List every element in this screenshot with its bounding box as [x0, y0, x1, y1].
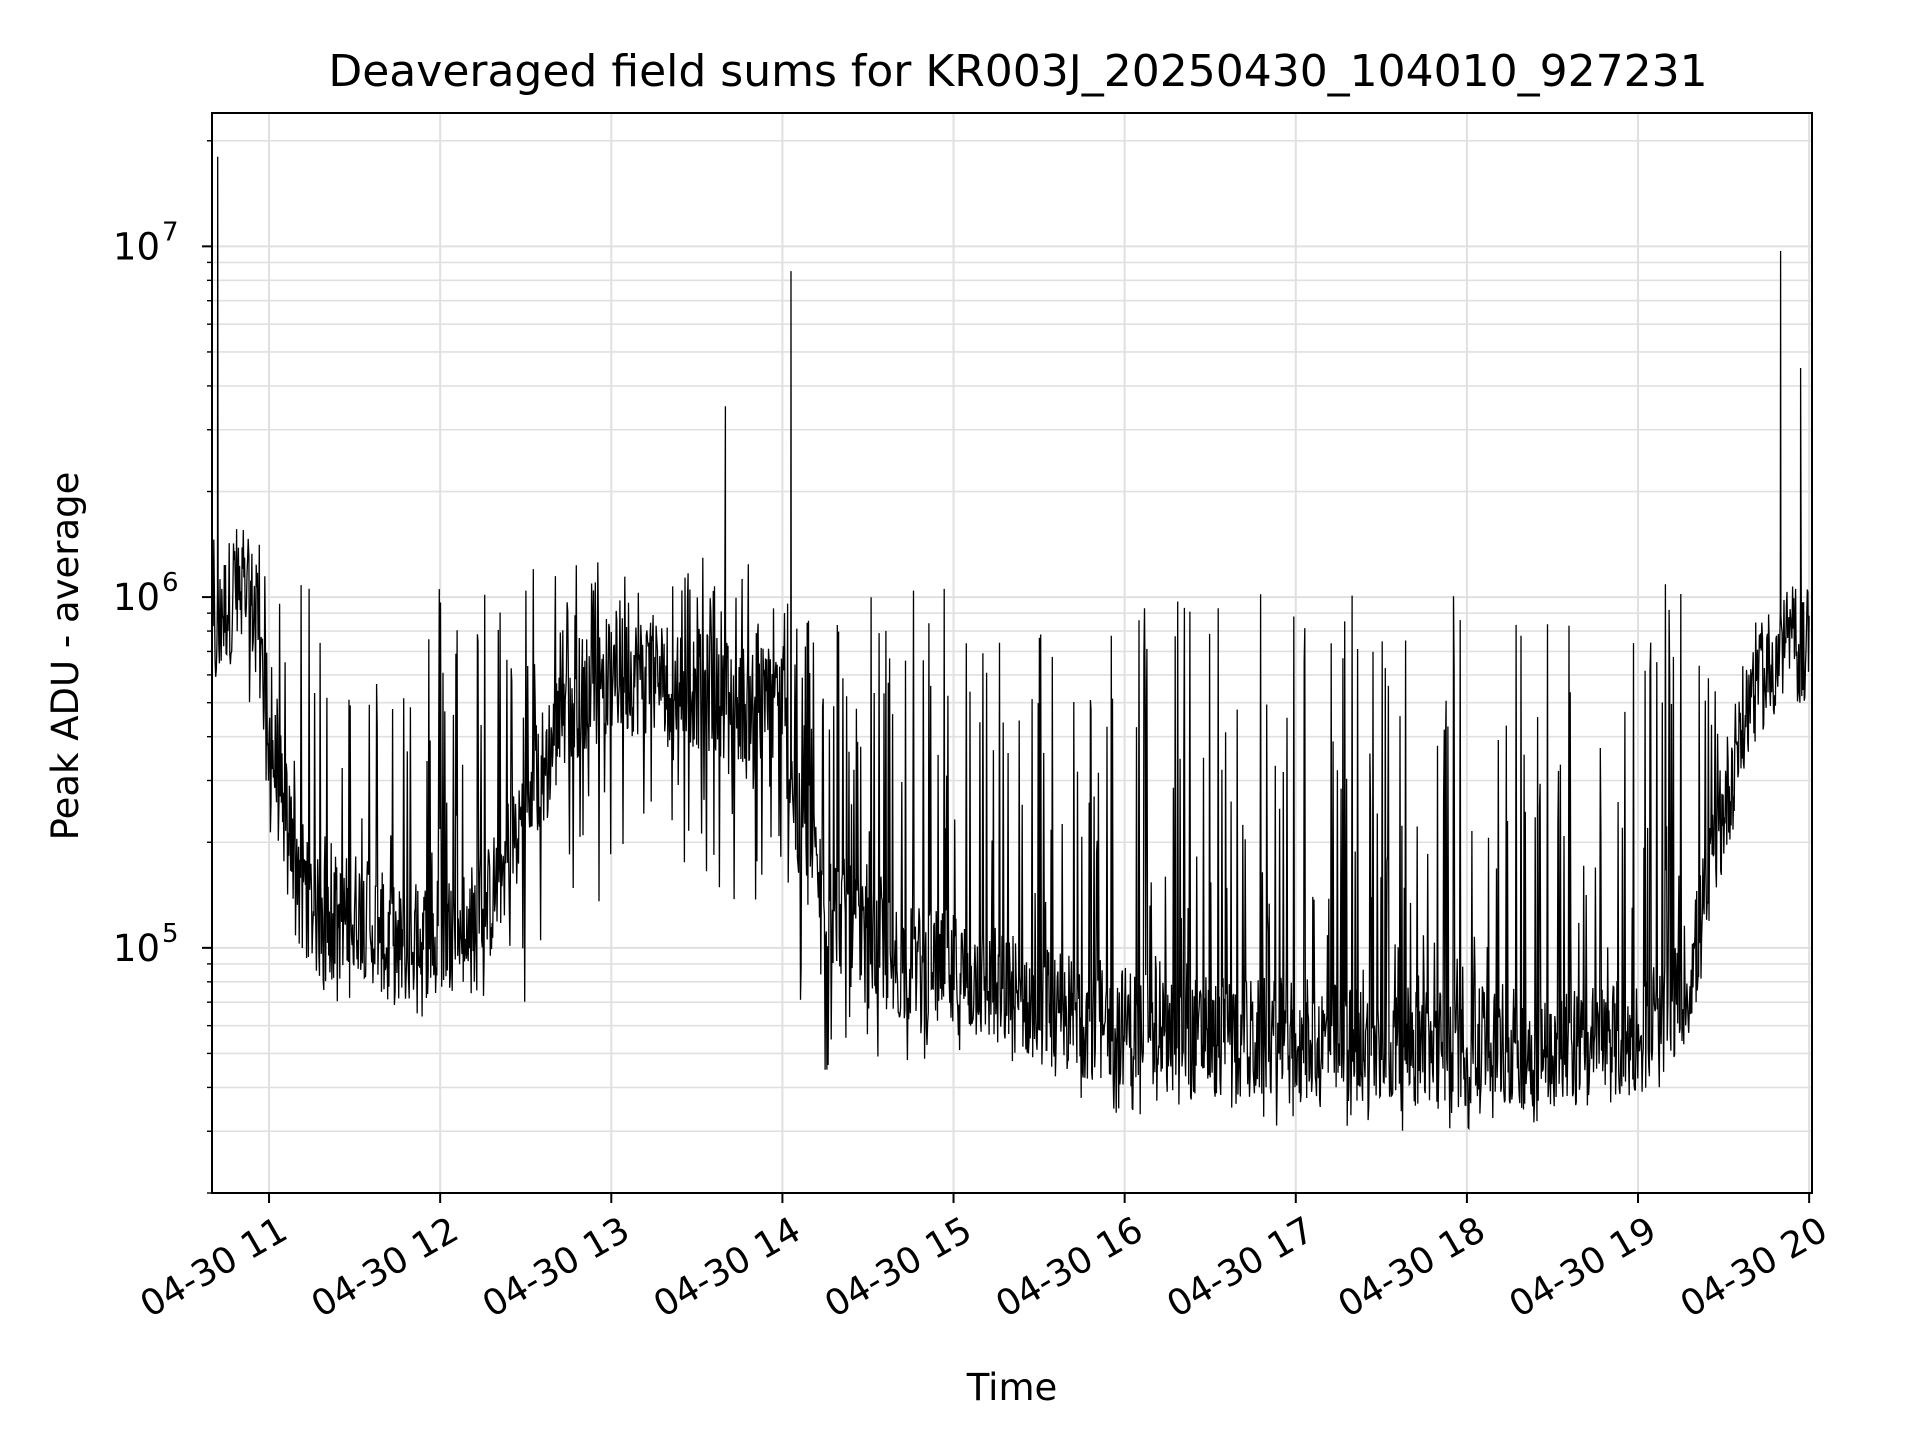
y-tick-label-exponent: 7 — [162, 217, 179, 247]
y-tick-label-base: 10 — [113, 927, 160, 970]
chart-title: Deaveraged field sums for KR003J_2025043… — [328, 46, 1707, 97]
y-tick-label-exponent: 6 — [162, 568, 179, 598]
y-tick-label-base: 10 — [113, 576, 160, 619]
x-axis-label: Time — [966, 1366, 1058, 1409]
y-tick-label: 10 6 — [113, 568, 179, 619]
y-axis-label: Peak ADU - average — [44, 472, 87, 841]
data-line — [211, 156, 1810, 1131]
plot-frame — [211, 112, 1813, 1194]
y-tick-label: 10 5 — [113, 919, 179, 970]
series — [211, 156, 1810, 1131]
y-tick-label-base: 10 — [113, 225, 160, 268]
y-tick-label-exponent: 5 — [162, 919, 179, 949]
y-tick-label: 10 7 — [113, 217, 179, 268]
